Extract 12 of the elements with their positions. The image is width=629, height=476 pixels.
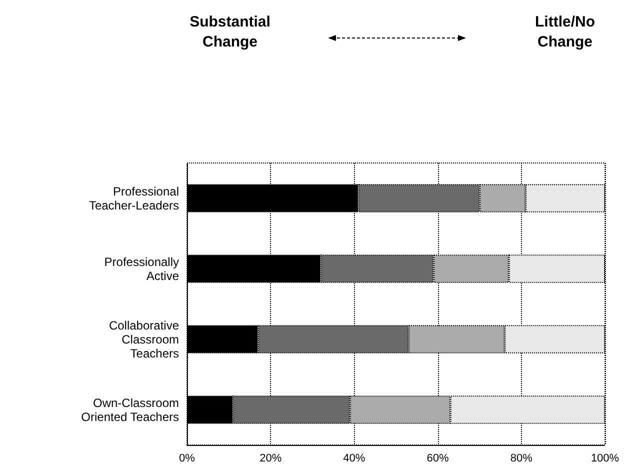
x-tick-label: 20% [260,452,282,464]
x-tick-label: 100% [590,452,620,464]
y-tick-label: Professional Teacher-Leaders [88,184,179,212]
y-tick-label: Own-Classroom Oriented Teachers [81,396,180,424]
text: Substantial Change [190,14,270,50]
y-tick-label: Collaborative Classroom Teachers [108,318,180,360]
text: Little/No Change [535,14,595,50]
y-tick-label: Professionally Active [104,254,180,283]
x-tick-label: 60% [426,452,450,464]
x-tick-label: 0% [179,452,196,464]
x-tick-label: 80% [510,452,533,464]
x-tick-label: 40% [343,452,366,464]
